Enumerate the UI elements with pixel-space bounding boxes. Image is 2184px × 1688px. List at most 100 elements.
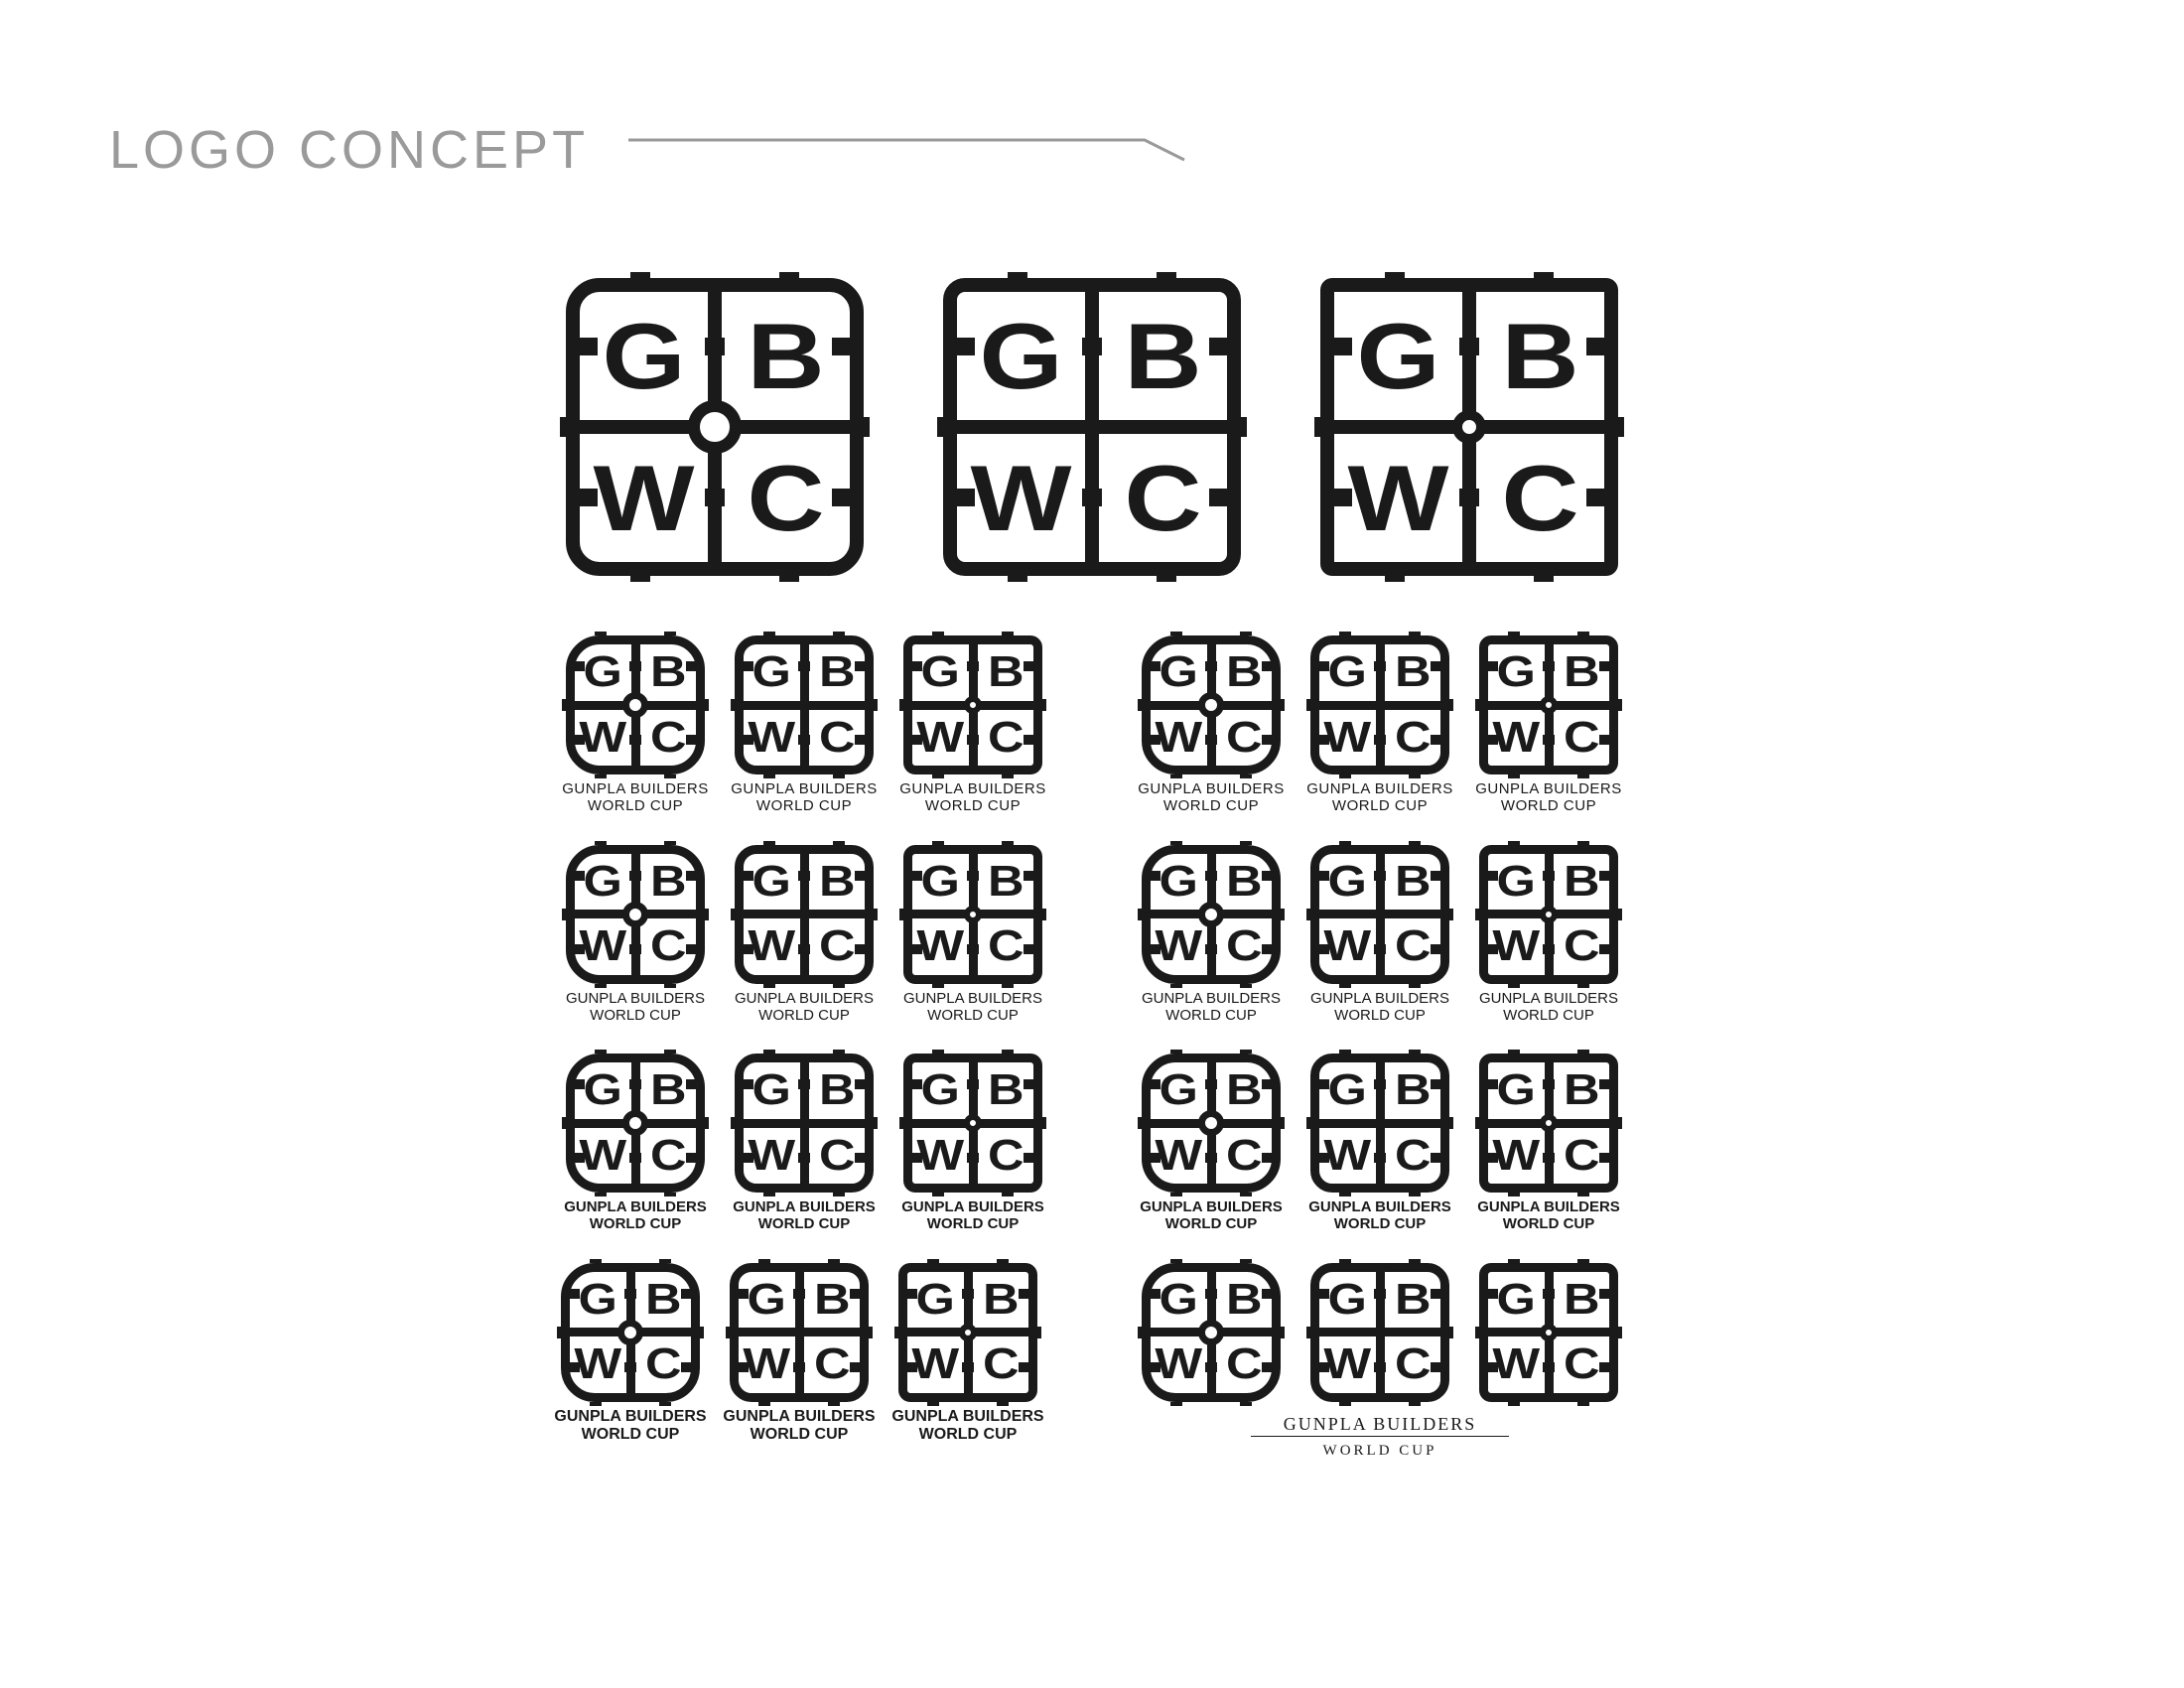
logo-variant: GBWCGUNPLA BUILDERSWORLD CUP — [888, 845, 1057, 1025]
small-row-2: GBWCGUNPLA BUILDERSWORLD CUPGBWCGUNPLA B… — [551, 845, 1633, 1025]
logo-letter-br: C — [1466, 434, 1613, 562]
logo-letter-tr: B — [1380, 1062, 1444, 1119]
gbwc-logo: GBWC — [566, 278, 864, 576]
header-rule — [628, 134, 1244, 166]
logo-letter-br: C — [1549, 918, 1613, 975]
logo-letter-bl: W — [1147, 710, 1211, 767]
logo-caption: GUNPLA BUILDERSWORLD CUP — [1140, 1198, 1283, 1233]
logo-letter-tr: B — [973, 1062, 1037, 1119]
logo-caption: GUNPLA BUILDERSWORLD CUP — [735, 990, 874, 1025]
logo-variant: GBWCGUNPLA BUILDERSWORLD CUP — [1464, 1054, 1633, 1233]
logo-letter-tl: G — [570, 292, 717, 420]
logo-letter-br: C — [973, 710, 1037, 767]
logo-caption: GUNPLA BUILDERSWORLD CUP — [731, 780, 878, 815]
logo-letter-tr: B — [804, 644, 869, 701]
logo-variant: GBWC — [1464, 1263, 1633, 1402]
logo-variant: GBWC GUNPLA BUILDERSWORLD CUP — [715, 1263, 884, 1461]
gbwc-logo: GBWC — [1142, 845, 1281, 984]
logo-letter-tr: B — [635, 1062, 700, 1119]
logo-letter-bl: W — [1484, 918, 1549, 975]
logo-caption: GUNPLA BUILDERSWORLD CUP — [566, 990, 705, 1025]
logo-letter-bl: W — [908, 710, 973, 767]
logo-letter-tl: G — [571, 1062, 635, 1119]
logo-caption: GUNPLA BUILDERSWORLD CUP — [1479, 990, 1618, 1025]
logo-letter-br: C — [1211, 1336, 1276, 1393]
logo-variant: GBWCGUNPLA BUILDERSWORLD CUP — [1464, 845, 1633, 1025]
large-row: GBWCGBWCGBWC — [556, 278, 1628, 576]
logo-letter-tl: G — [571, 644, 635, 701]
gbwc-logo: GBWC — [1310, 635, 1449, 774]
logo-variant: GBWC GUNPLA BUILDERSWORLD CUP — [720, 1054, 888, 1233]
logo-variant: GBWCGUNPLA BUILDERSWORLD CUP — [888, 635, 1057, 815]
logo-letter-tr: B — [973, 644, 1037, 701]
logo-letter-bl: W — [571, 918, 635, 975]
logo-letter-br: C — [712, 434, 859, 562]
logo-letter-br: C — [973, 1128, 1037, 1185]
logo-caption: GUNPLA BUILDERSWORLD CUP — [899, 780, 1046, 815]
logo-letter-tl: G — [735, 1272, 799, 1329]
gbwc-logo: GBWC — [1310, 1263, 1449, 1402]
logo-caption: GUNPLA BUILDERSWORLD CUP — [723, 1408, 875, 1445]
logo-caption: GUNPLA BUILDERSWORLD CUP — [891, 1408, 1043, 1445]
logo-letter-br: C — [630, 1336, 695, 1393]
logo-letter-bl: W — [740, 710, 804, 767]
logo-letter-br: C — [804, 1128, 869, 1185]
gbwc-logo: GBWC — [735, 845, 874, 984]
gbwc-logo: GBWC — [1142, 1263, 1281, 1402]
serif-combined-variant: GBWCGBWCGBWCGUNPLA BUILDERSWORLD CUP — [1122, 1263, 1638, 1461]
logo-caption: GUNPLA BUILDERSWORLD CUP — [1310, 990, 1449, 1025]
logo-letter-br: C — [1380, 1336, 1444, 1393]
logo-letter-br: C — [635, 710, 700, 767]
logo-caption: GUNPLA BUILDERSWORLD CUP — [562, 780, 709, 815]
logo-letter-bl: W — [1147, 918, 1211, 975]
logo-letter-tl: G — [1147, 854, 1211, 911]
logo-letter-br: C — [1211, 918, 1276, 975]
gbwc-logo: GBWC — [735, 1054, 874, 1193]
logo-variant: GBWC — [556, 278, 874, 576]
logo-variant: GBWC — [933, 278, 1251, 576]
logo-letter-tl: G — [571, 854, 635, 911]
logo-variant: GBWCGUNPLA BUILDERSWORLD CUP — [551, 635, 720, 815]
logo-letter-tr: B — [635, 854, 700, 911]
gbwc-logo: GBWC — [1479, 1263, 1618, 1402]
logo-caption: GUNPLA BUILDERSWORLD CUP — [564, 1198, 707, 1233]
logo-variant: GBWCGUNPLA BUILDERSWORLD CUP — [1127, 635, 1296, 815]
logo-letter-tl: G — [947, 292, 1094, 420]
logo-letter-br: C — [804, 710, 869, 767]
logo-caption: GUNPLA BUILDERSWORLD CUP — [1477, 1198, 1620, 1233]
logo-variant: GBWCGUNPLA BUILDERSWORLD CUP — [888, 1054, 1057, 1233]
logo-letter-tl: G — [740, 1062, 804, 1119]
logo-letter-tl: G — [908, 1062, 973, 1119]
logo-letter-br: C — [1380, 918, 1444, 975]
logo-letter-bl: W — [566, 1336, 630, 1393]
logo-letter-tr: B — [1211, 644, 1276, 701]
logo-caption: GUNPLA BUILDERSWORLD CUP — [1475, 780, 1622, 815]
group-right: GBWCGUNPLA BUILDERSWORLD CUPGBWCGUNPLA B… — [1127, 635, 1633, 815]
logo-letter-tr: B — [635, 644, 700, 701]
logo-letter-tl: G — [566, 1272, 630, 1329]
logo-letter-br: C — [1380, 710, 1444, 767]
group-right: GBWCGBWCGBWCGUNPLA BUILDERSWORLD CUP — [1122, 1263, 1638, 1461]
logo-letter-tl: G — [1324, 292, 1471, 420]
logo-letter-bl: W — [1315, 1128, 1380, 1185]
gbwc-logo: GBWC — [1320, 278, 1618, 576]
logo-letter-br: C — [1549, 1128, 1613, 1185]
logo-variant: GBWCGUNPLA BUILDERSWORLD CUP — [1127, 845, 1296, 1025]
logo-letter-br: C — [1549, 710, 1613, 767]
logo-variant: GBWC — [1296, 1263, 1464, 1402]
logo-letter-tl: G — [1147, 644, 1211, 701]
logo-letter-bl: W — [1147, 1128, 1211, 1185]
logo-caption: GUNPLA BUILDERSWORLD CUP — [1308, 1198, 1451, 1233]
logo-letter-bl: W — [1484, 710, 1549, 767]
logo-letter-br: C — [968, 1336, 1032, 1393]
logo-letter-br: C — [799, 1336, 864, 1393]
logo-caption: GUNPLA BUILDERSWORLD CUP — [1306, 780, 1453, 815]
small-row-1: GBWCGUNPLA BUILDERSWORLD CUPGBWCGUNPLA B… — [551, 635, 1633, 815]
logo-caption: GUNPLA BUILDERSWORLD CUP — [733, 1198, 876, 1233]
logo-variant: GBWC GUNPLA BUILDERSWORLD CUP — [1296, 635, 1464, 815]
logo-letter-tl: G — [1484, 1272, 1549, 1329]
logo-letter-tr: B — [968, 1272, 1032, 1329]
logo-variant: GBWCGUNPLA BUILDERSWORLD CUP — [546, 1263, 715, 1461]
gbwc-logo: GBWC — [730, 1263, 869, 1402]
logo-letter-tr: B — [1089, 292, 1236, 420]
